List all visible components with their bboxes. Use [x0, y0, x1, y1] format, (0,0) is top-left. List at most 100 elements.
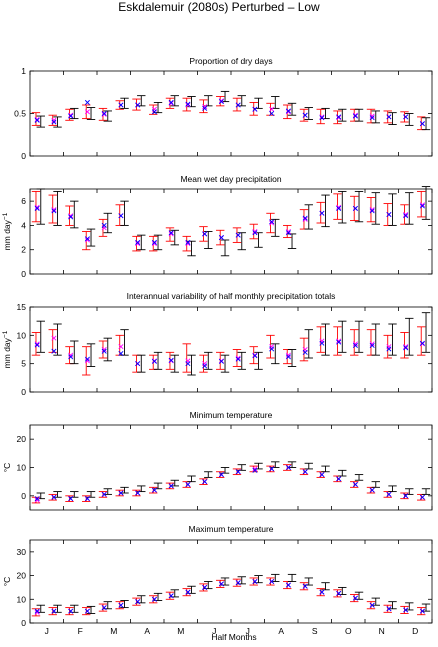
month-label: J: [246, 626, 250, 636]
marker-blue: [269, 466, 275, 472]
marker-blue: [352, 205, 358, 211]
marker-stroke: [218, 472, 224, 478]
marker-stroke: [302, 112, 308, 118]
y-tick-label: 10: [17, 463, 27, 473]
marker-magenta: [386, 344, 392, 350]
marker-blue: [252, 578, 258, 585]
marker-blue: [319, 340, 325, 346]
marker-stroke: [151, 109, 157, 115]
marker-stroke: [34, 117, 40, 123]
marker-blue: [269, 346, 275, 352]
marker-stroke: [135, 102, 141, 108]
marker-blue: [218, 472, 224, 478]
marker-stroke: [403, 345, 409, 351]
marker-stroke: [68, 352, 74, 358]
marker-blue: [352, 343, 358, 349]
marker-stroke: [185, 589, 191, 595]
marker-stroke: [118, 213, 124, 219]
panel-2: Mean wet day precipitation 0 2 4 6 mm day−1: [2, 174, 433, 279]
marker-stroke: [185, 481, 191, 488]
marker-stroke: [235, 356, 241, 362]
marker-stroke: [202, 104, 208, 110]
marker-magenta: [369, 207, 375, 213]
marker-stroke: [269, 110, 275, 117]
marker-magenta: [101, 346, 107, 353]
y-tick-label: 6: [21, 196, 26, 206]
y-tick-label: 4: [21, 220, 26, 230]
marker-blue: [269, 578, 275, 585]
marker-stroke: [202, 363, 208, 369]
marker-stroke: [252, 228, 258, 235]
marker-stroke: [168, 100, 174, 106]
marker-stroke: [336, 590, 342, 596]
marker-stroke: [51, 117, 57, 123]
marker-blue: [84, 356, 90, 362]
marker-magenta: [336, 115, 342, 121]
marker-blue: [84, 236, 90, 242]
marker-magenta: [285, 109, 291, 115]
marker-blue: [68, 113, 74, 119]
marker-stroke: [269, 578, 275, 585]
marker-blue: [118, 213, 124, 219]
marker-stroke: [84, 358, 90, 364]
marker-blue: [185, 101, 191, 107]
panel-4: Minimum temperature 0 10 20 °C: [2, 410, 433, 511]
y-tick-label: 20: [17, 434, 27, 444]
marker-magenta: [84, 237, 90, 243]
marker-stroke: [68, 496, 74, 502]
marker-magenta: [68, 352, 74, 358]
marker-blue: [252, 230, 258, 236]
marker-stroke: [419, 121, 425, 127]
marker-magenta: [185, 241, 191, 247]
marker-blue: [168, 483, 174, 489]
y-tick-label: 0: [21, 387, 26, 397]
marker-stroke: [285, 582, 291, 588]
marker-magenta: [34, 341, 40, 347]
marker-blue: [252, 353, 258, 359]
marker-stroke: [302, 583, 308, 589]
marker-stroke: [336, 339, 342, 345]
marker-stroke: [218, 235, 224, 241]
x-axis-label: Half Months: [211, 632, 256, 642]
marker-blue: [352, 113, 358, 119]
marker-blue: [419, 121, 425, 127]
marker-magenta: [336, 204, 342, 210]
marker-blue: [352, 481, 358, 488]
month-label: N: [379, 626, 385, 636]
marker-stroke: [84, 99, 90, 105]
marker-blue: [118, 350, 124, 356]
marker-magenta: [302, 216, 308, 222]
y-tick-label: 1: [21, 66, 26, 76]
marker-stroke: [403, 344, 409, 350]
marker-stroke: [369, 487, 375, 493]
marker-magenta: [252, 228, 258, 235]
marker-magenta: [101, 111, 107, 117]
marker-stroke: [68, 214, 74, 220]
marker-stroke: [319, 210, 325, 216]
marker-stroke: [319, 338, 325, 344]
marker-stroke: [285, 108, 291, 114]
marker-stroke: [336, 476, 342, 482]
marker-stroke: [135, 361, 141, 367]
marker-magenta: [151, 241, 157, 247]
marker-blue: [135, 490, 141, 496]
month-label: O: [345, 626, 352, 636]
marker-magenta: [34, 497, 40, 503]
marker-blue: [135, 102, 141, 108]
marker-stroke: [252, 466, 258, 472]
marker-stroke: [352, 341, 358, 347]
marker-stroke: [84, 109, 90, 115]
panel-title: Maximum temperature: [188, 524, 273, 534]
marker-blue: [185, 239, 191, 245]
marker-blue: [68, 496, 74, 502]
y-tick-label: 5: [21, 359, 26, 369]
axes-box: [29, 70, 433, 157]
marker-stroke: [403, 607, 409, 613]
marker-stroke: [235, 580, 241, 586]
marker-magenta: [352, 112, 358, 118]
y-axis-label-sup: −1: [2, 330, 9, 338]
marker-stroke: [336, 114, 342, 120]
marker-stroke: [118, 490, 124, 496]
month-label: D: [412, 626, 418, 636]
